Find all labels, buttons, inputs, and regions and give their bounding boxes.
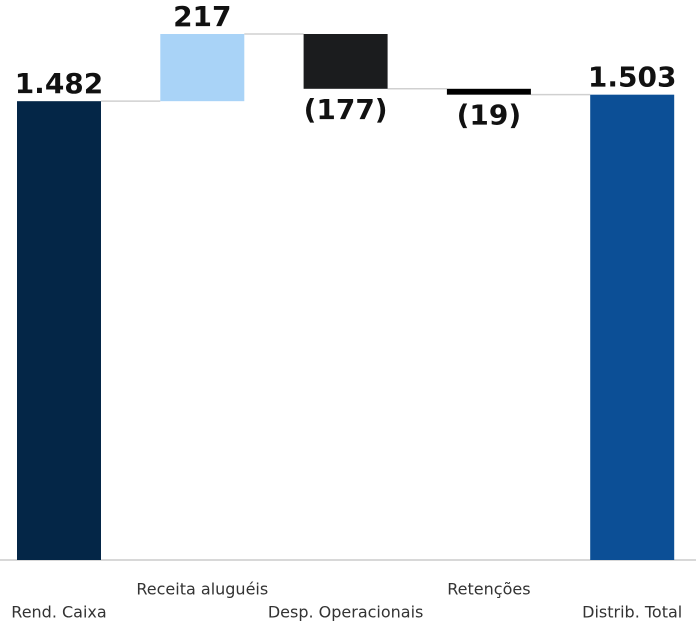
value-label: 217 (173, 0, 231, 33)
bar (446, 88, 531, 95)
category-label: Receita aluguéis (136, 580, 268, 599)
category-label: Retenções (447, 580, 530, 599)
value-label: 1.503 (588, 61, 677, 94)
category-label: Distrib. Total (582, 603, 682, 622)
bar (17, 101, 101, 560)
value-label: (19) (457, 99, 522, 132)
value-label: (177) (304, 93, 388, 126)
category-label: Desp. Operacionais (268, 603, 424, 622)
bar (160, 34, 245, 102)
value-label: 1.482 (15, 67, 104, 100)
category-label: Rend. Caixa (11, 603, 106, 622)
bar (303, 34, 388, 89)
bar (590, 94, 675, 561)
